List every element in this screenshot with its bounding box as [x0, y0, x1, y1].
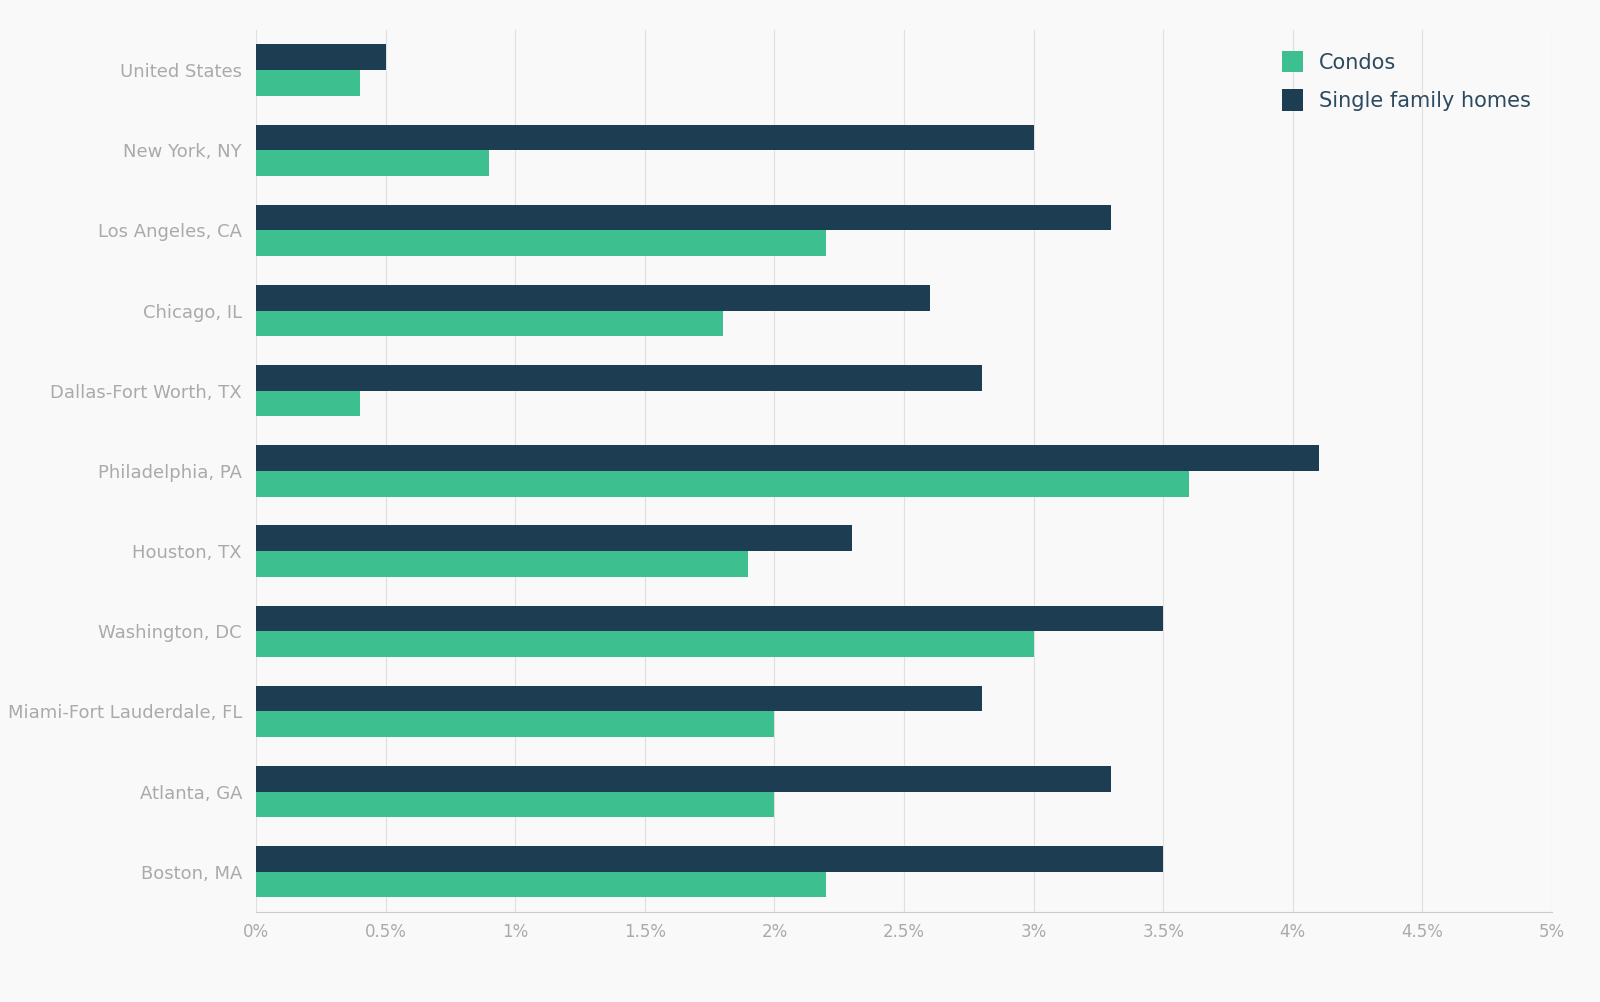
- Bar: [256, 605, 1163, 631]
- Bar: [256, 44, 386, 70]
- Bar: [256, 872, 826, 898]
- Legend: Condos, Single family homes: Condos, Single family homes: [1272, 40, 1541, 121]
- Bar: [256, 204, 1112, 230]
- Bar: [256, 391, 360, 417]
- Bar: [256, 551, 749, 577]
- Bar: [256, 230, 826, 257]
- Bar: [256, 311, 723, 337]
- Bar: [256, 150, 490, 176]
- Bar: [256, 846, 1163, 872]
- Bar: [256, 631, 1034, 657]
- Bar: [256, 471, 1189, 497]
- Bar: [256, 711, 774, 737]
- Bar: [256, 365, 982, 391]
- Bar: [256, 766, 1112, 792]
- Bar: [256, 285, 930, 311]
- Bar: [256, 70, 360, 96]
- Bar: [256, 445, 1318, 471]
- Bar: [256, 124, 1034, 150]
- Bar: [256, 792, 774, 818]
- Bar: [256, 685, 982, 711]
- Bar: [256, 525, 853, 551]
